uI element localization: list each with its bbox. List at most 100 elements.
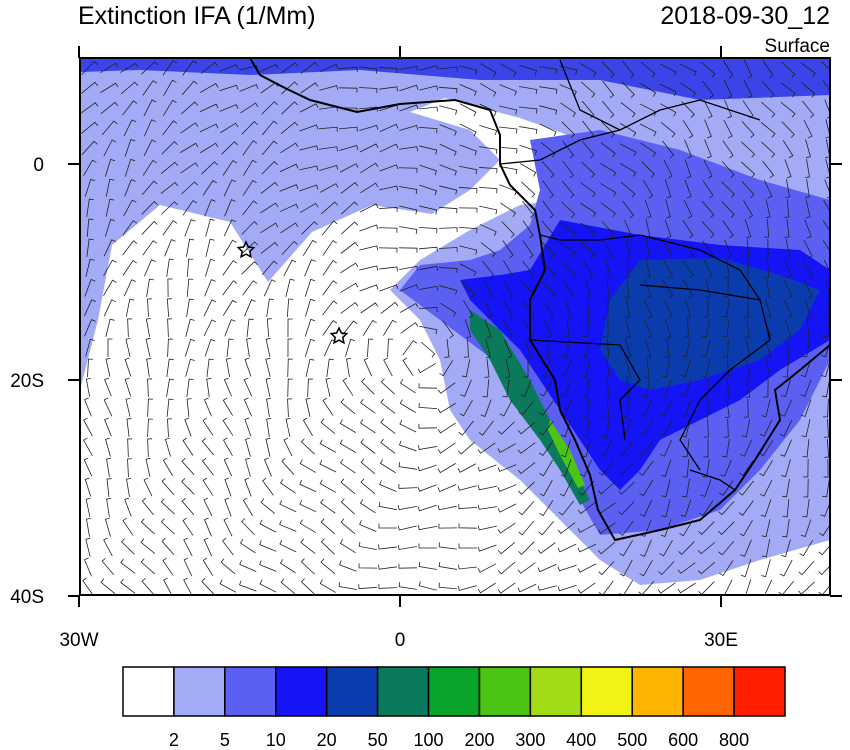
station-marker [236, 240, 256, 259]
wind-barb [399, 104, 419, 112]
wind-barb [359, 499, 376, 514]
wind-barb [721, 161, 735, 179]
wind-barb [141, 220, 158, 235]
wind-barb [241, 261, 258, 275]
wind-barb [200, 142, 219, 154]
wind-barb [418, 543, 438, 549]
wind-barb [683, 279, 693, 299]
wind-barb [784, 259, 792, 279]
wind-barb [340, 282, 359, 294]
wind-barb [602, 80, 615, 99]
wind-barb [765, 359, 771, 379]
wind-barb [319, 183, 339, 193]
wind-barb [204, 199, 216, 217]
wind-barb [541, 359, 551, 378]
wind-barb [146, 358, 152, 377]
wind-barb [559, 84, 577, 96]
wind-barb [246, 338, 252, 357]
wind-barb [619, 143, 637, 157]
wind-barb [825, 159, 830, 179]
wind-barb [166, 358, 174, 377]
wind-barb [740, 439, 753, 457]
wind-barb [618, 461, 635, 475]
wind-barb [643, 319, 653, 339]
wind-barb [100, 82, 119, 94]
wind-barb [660, 439, 673, 457]
wind-barb [503, 280, 514, 299]
wind-barb [164, 239, 176, 257]
wind-barb [702, 240, 714, 259]
wind-barb [499, 63, 517, 77]
wind-barb [562, 280, 574, 299]
wind-barb [242, 159, 257, 176]
wind-barb [802, 499, 810, 518]
wind-barb [479, 205, 498, 215]
wind-barb [340, 398, 356, 415]
wind-barb [143, 139, 157, 157]
wind-barb [482, 260, 495, 279]
wind-barb [520, 379, 532, 397]
wind-barb [659, 419, 673, 437]
wind-barb [761, 101, 776, 118]
wind-barb [322, 280, 338, 296]
wind-barb [367, 338, 374, 358]
wind-barb [305, 397, 311, 417]
wind-barb [300, 61, 319, 74]
wind-barb [644, 199, 652, 219]
wind-barb [319, 459, 337, 473]
wind-barb [724, 399, 730, 418]
wind-barb [184, 417, 192, 437]
wind-barb [682, 459, 690, 478]
wind-barb [147, 298, 153, 318]
wind-barb [359, 284, 379, 292]
wind-barb [745, 379, 751, 399]
wind-barb [740, 539, 752, 557]
wind-barb [764, 299, 772, 319]
wind-barb [539, 379, 553, 397]
wind-barb [222, 159, 237, 176]
wind-barb [241, 121, 258, 135]
lat-tick-label: 0 [33, 155, 44, 176]
wind-barb [600, 142, 616, 158]
wind-barb [800, 379, 812, 397]
wind-barb [167, 338, 173, 358]
wind-barb [146, 278, 154, 297]
wind-barb [103, 239, 116, 257]
wind-barb [160, 181, 179, 194]
wind-barb [378, 564, 397, 570]
wind-barb [286, 298, 294, 318]
wind-barb [340, 498, 355, 515]
wind-barb [582, 359, 590, 378]
wind-barb [86, 198, 94, 217]
wind-barb [363, 357, 373, 377]
wind-barb [581, 140, 595, 159]
wind-barb [304, 338, 316, 357]
wind-barb [681, 101, 695, 118]
wind-barb [322, 220, 338, 236]
wind-barb [518, 541, 535, 555]
wind-barb [259, 519, 277, 533]
wind-barb [201, 578, 215, 595]
wind-barb [741, 141, 756, 158]
wind-barb [283, 259, 297, 277]
wind-barb [621, 81, 635, 98]
wind-barb [782, 140, 794, 159]
wind-barb [439, 360, 454, 377]
wind-barb [463, 338, 469, 358]
wind-barb [140, 538, 156, 554]
wind-barb [201, 457, 214, 476]
station-marker [329, 326, 349, 345]
wind-barb [659, 63, 677, 77]
wind-barb [723, 79, 733, 99]
wind-barb [300, 82, 319, 94]
wind-barb [518, 481, 535, 495]
wind-barb [577, 563, 597, 573]
wind-barb [660, 121, 676, 138]
wind-barb [202, 557, 214, 576]
wind-barb [378, 544, 397, 550]
wind-barb [561, 439, 571, 458]
wind-barb [182, 517, 194, 536]
map-level: Surface [765, 36, 830, 57]
wind-barb [624, 259, 630, 278]
wind-barb [378, 501, 397, 511]
